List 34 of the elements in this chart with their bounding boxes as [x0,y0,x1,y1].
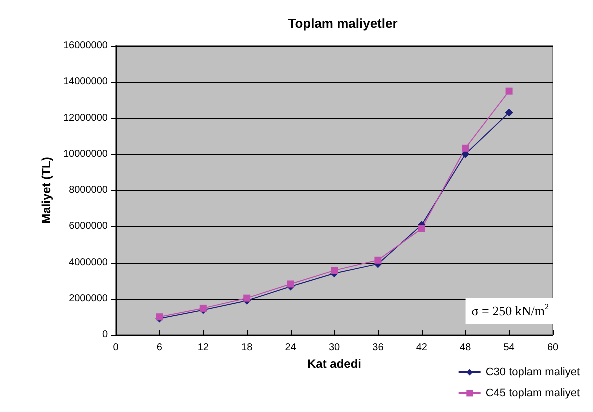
point [418,225,426,232]
point [200,304,207,312]
y-tick-label: 8000000 [69,185,108,196]
y-tick-label: 2000000 [69,293,108,304]
y-tick-label: 0 [102,330,108,340]
y-tick-label: 4000000 [69,257,108,268]
point [462,144,470,152]
point [506,88,513,95]
legend-label: C45 toplam maliyet [486,388,580,400]
x-tick-label: 42 [416,342,428,354]
y-axis-title: Maliyet (TL) [40,157,54,224]
x-tick-label: 18 [242,342,254,354]
x-tick-label: 0 [113,342,120,354]
x-tick-label: 48 [460,342,472,354]
x-tick-label: 30 [328,342,340,354]
y-tick-label: 16000000 [64,40,108,52]
point [505,108,514,117]
point [374,256,382,264]
y-tick-label: 14000000 [64,76,108,88]
x-tick-label: 6 [156,342,163,354]
y-tick-label: 6000000 [69,221,108,232]
point [244,294,251,302]
point [287,280,294,288]
x-tick-label: 60 [547,342,559,354]
y-tick-label: 12000000 [64,112,108,124]
point [331,267,338,274]
y-tick-label: 10000000 [64,148,108,160]
chart-title: Toplam maliyetler [288,16,398,31]
legend-label: C30 toplam maliyet [486,366,580,378]
x-axis-title: Kat adedi [307,356,362,371]
x-tick-label: 24 [285,342,297,354]
x-tick-label: 36 [372,342,384,354]
x-tick-label: 12 [198,342,210,354]
x-tick-label: 54 [504,342,516,354]
